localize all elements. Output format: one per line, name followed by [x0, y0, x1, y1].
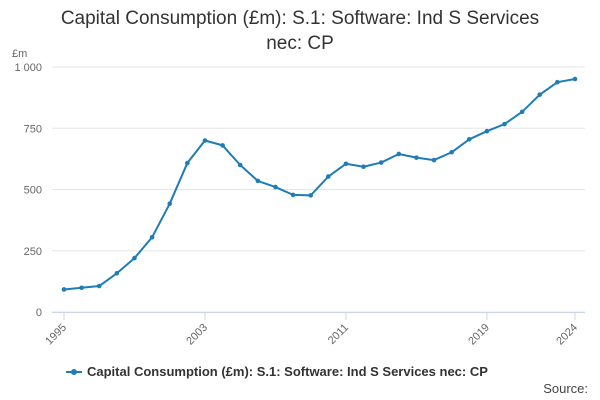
legend-label: Capital Consumption (£m): S.1: Software:…: [87, 364, 488, 379]
y-tick-label: 750: [24, 123, 42, 135]
y-tick-label: 250: [24, 246, 42, 258]
data-point-2014[interactable]: [396, 151, 402, 157]
legend[interactable]: Capital Consumption (£m): S.1: Software:…: [66, 364, 488, 379]
data-point-2001[interactable]: [167, 201, 173, 207]
data-point-2006[interactable]: [255, 178, 261, 184]
data-point-1997[interactable]: [96, 283, 102, 289]
chart-title-line-1: Capital Consumption (£m): S.1: Software:…: [60, 8, 540, 29]
data-point-2021[interactable]: [519, 109, 525, 115]
data-point-2012[interactable]: [361, 164, 366, 170]
data-point-2023[interactable]: [555, 79, 560, 85]
data-point-2003[interactable]: [202, 138, 208, 143]
data-point-2015[interactable]: [414, 155, 419, 160]
data-point-2000[interactable]: [149, 234, 155, 240]
data-point-2019[interactable]: [484, 128, 490, 134]
data-point-1999[interactable]: [132, 255, 137, 261]
data-point-2013[interactable]: [378, 160, 384, 165]
y-tick-label: 1 000: [14, 62, 42, 74]
data-point-2020[interactable]: [502, 121, 507, 127]
y-axis-label: £m: [12, 48, 27, 60]
data-point-2008[interactable]: [290, 192, 296, 198]
series-layer: [61, 76, 578, 292]
data-point-2002[interactable]: [185, 160, 190, 166]
legend-swatch-icon: [66, 366, 82, 378]
chart-title-line-2: nec: CP: [266, 33, 334, 54]
x-tick-label: 2003: [184, 322, 210, 348]
data-point-2024[interactable]: [572, 76, 578, 82]
data-point-2005[interactable]: [237, 162, 243, 168]
x-tick-label: 2024: [554, 322, 580, 348]
data-point-2016[interactable]: [431, 157, 437, 163]
source-label: Source:: [543, 381, 588, 396]
gridlines: [52, 66, 585, 313]
data-point-2022[interactable]: [537, 92, 543, 97]
data-point-2011[interactable]: [343, 161, 349, 167]
x-tick-label: 2011: [326, 322, 351, 347]
axes: 0 250 500 750 1 000 1995 2003 2011 2019 2024: [14, 62, 585, 347]
data-point-2007[interactable]: [273, 184, 278, 190]
x-tick-label: 1995: [43, 322, 69, 348]
data-point-2004[interactable]: [220, 143, 225, 148]
legend-marker: [71, 368, 77, 375]
data-point-2018[interactable]: [466, 136, 472, 142]
x-tick-label: 2019: [466, 322, 492, 348]
data-point-2009[interactable]: [308, 193, 313, 198]
data-point-1998[interactable]: [114, 270, 120, 276]
series-line: [63, 78, 576, 291]
data-point-1996[interactable]: [79, 285, 84, 291]
y-tick-label: 500: [24, 185, 42, 197]
y-tick-label: 0: [36, 307, 42, 319]
data-point-2010[interactable]: [326, 174, 331, 179]
data-point-1995[interactable]: [61, 287, 67, 292]
data-point-2017[interactable]: [449, 149, 454, 155]
chart-title: Capital Consumption (£m): S.1: Software:…: [0, 6, 600, 56]
